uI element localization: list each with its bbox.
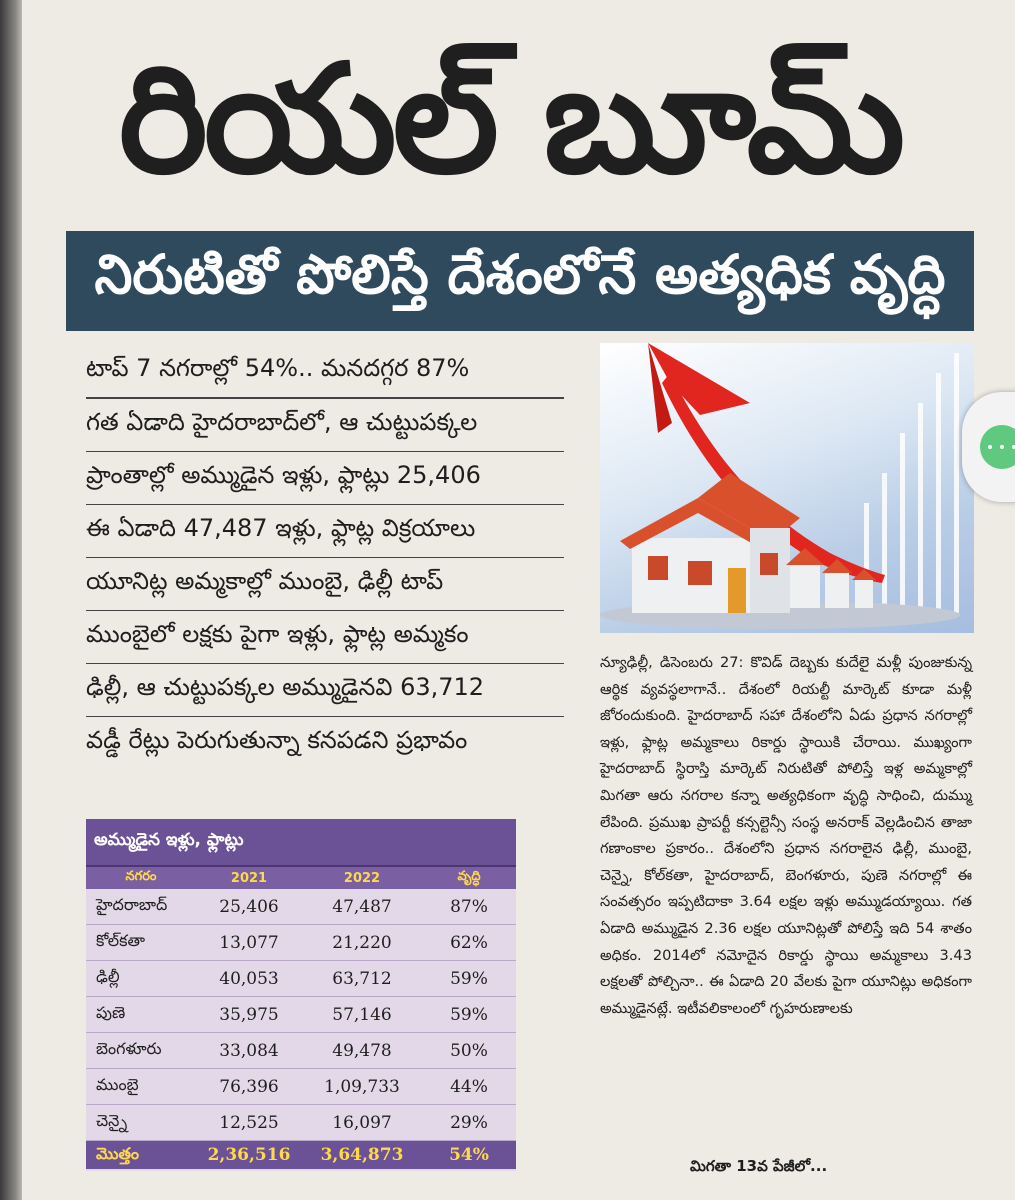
cell-2022: 49,478	[302, 1032, 422, 1069]
bullet-item: యూనిట్ల అమ్మకాల్లో ముంబై, ఢిల్లీ టాప్	[86, 558, 564, 611]
bullet-item: ఢిల్లీ, ఆ చుట్టుపక్కల అమ్ముడైనవి 63,712	[86, 664, 564, 717]
table-row: హైదరాబాద్ 25,406 47,487 87%	[86, 889, 516, 925]
more-options-icon[interactable]	[980, 425, 1015, 469]
table-row: పుణె 35,975 57,146 59%	[86, 996, 516, 1033]
continued-on-page: మిగతా 13వ పేజీలో...	[690, 1157, 828, 1175]
cell-growth: 59%	[422, 960, 516, 997]
cell-2022: 1,09,733	[302, 1068, 422, 1105]
sales-data-table: నగరం 2021 2022 వృద్ధి హైదరాబాద్ 25,406 4…	[86, 867, 516, 1169]
cell-growth: 59%	[422, 996, 516, 1033]
cell-city: పుణె	[86, 996, 196, 1033]
cell-growth: 87%	[422, 889, 516, 925]
header-city: నగరం	[86, 867, 196, 889]
header-2021: 2021	[196, 867, 302, 889]
cell-city: ముంబై	[86, 1068, 196, 1105]
cell-total-2022: 3,64,873	[302, 1140, 422, 1169]
page-fold-shadow	[0, 0, 26, 1200]
cell-total-2021: 2,36,516	[196, 1140, 302, 1169]
bullet-item: టాప్ 7 నగరాల్లో 54%.. మనదగ్గర 87%	[86, 345, 564, 399]
real-estate-growth-illustration	[600, 343, 974, 633]
cell-2021: 40,053	[196, 960, 302, 997]
headline: రియల్ బూమ్	[118, 33, 905, 207]
table-row: ముంబై 76,396 1,09,733 44%	[86, 1068, 516, 1105]
subheadline-banner: నిరుటితో పోలిస్తే దేశంలోనే అత్యధిక వృద్ధ…	[66, 231, 974, 331]
cell-growth: 62%	[422, 924, 516, 961]
cell-city: చెన్నై	[86, 1104, 196, 1141]
cell-city: హైదరాబాద్	[86, 889, 196, 925]
cell-city: కోల్‌కతా	[86, 924, 196, 961]
sales-table: అమ్ముడైన ఇళ్లు, ఫ్లాట్లు నగరం 2021 2022 …	[86, 819, 516, 1171]
article-body: న్యూఢిల్లీ, డిసెంబరు 27: కొవిడ్ దెబ్బకు …	[600, 654, 972, 1017]
bullet-item: ప్రాంతాల్లో అమ్ముడైన ఇళ్లు, ఫ్లాట్లు 25,…	[86, 452, 564, 505]
small-house-icon	[786, 548, 876, 608]
cell-2021: 13,077	[196, 924, 302, 961]
cell-growth: 29%	[422, 1104, 516, 1141]
cell-city: ఢిల్లీ	[86, 960, 196, 997]
cell-2021: 25,406	[196, 889, 302, 925]
cell-2022: 47,487	[302, 889, 422, 925]
bullet-item: ముంబైలో లక్షకు పైగా ఇళ్లు, ఫ్లాట్ల అమ్మక…	[86, 611, 564, 664]
table-row: ఢిల్లీ 40,053 63,712 59%	[86, 960, 516, 997]
cell-2022: 57,146	[302, 996, 422, 1033]
table-row: బెంగళూరు 33,084 49,478 50%	[86, 1032, 516, 1069]
header-2022: 2022	[302, 867, 422, 889]
house-arrow-graphic	[600, 343, 960, 629]
cell-2022: 21,220	[302, 924, 422, 961]
cell-total-label: మొత్తం	[86, 1140, 196, 1169]
table-row: చెన్నై 12,525 16,097 29%	[86, 1104, 516, 1141]
table-row: కోల్‌కతా 13,077 21,220 62%	[86, 924, 516, 961]
bullet-item: వడ్డీ రేట్లు పెరుగుతున్నా కనపడని ప్రభావం	[86, 726, 468, 754]
cell-2021: 35,975	[196, 996, 302, 1033]
bullet-item: గత ఏడాది హైదరాబాద్‌లో, ఆ చుట్టుపక్కల	[86, 399, 564, 452]
bullet-item: ఈ ఏడాది 47,487 ఇళ్లు, ఫ్లాట్ల విక్రయాలు	[86, 505, 564, 558]
cell-2021: 33,084	[196, 1032, 302, 1069]
floating-side-button[interactable]	[962, 392, 1015, 502]
cell-city: బెంగళూరు	[86, 1032, 196, 1069]
bullet-list: టాప్ 7 నగరాల్లో 54%.. మనదగ్గర 87% గత ఏడా…	[86, 345, 564, 769]
table-total-row: మొత్తం 2,36,516 3,64,873 54%	[86, 1140, 516, 1169]
house-icon	[620, 473, 800, 613]
table-header-row: నగరం 2021 2022 వృద్ధి	[86, 867, 516, 889]
cell-2022: 16,097	[302, 1104, 422, 1141]
cell-2021: 76,396	[196, 1068, 302, 1105]
table-title: అమ్ముడైన ఇళ్లు, ఫ్లాట్లు	[86, 819, 516, 867]
header-growth: వృద్ధి	[422, 867, 516, 889]
cell-growth: 50%	[422, 1032, 516, 1069]
cell-total-growth: 54%	[422, 1140, 516, 1169]
cell-2021: 12,525	[196, 1104, 302, 1141]
cell-2022: 63,712	[302, 960, 422, 997]
cell-growth: 44%	[422, 1068, 516, 1105]
